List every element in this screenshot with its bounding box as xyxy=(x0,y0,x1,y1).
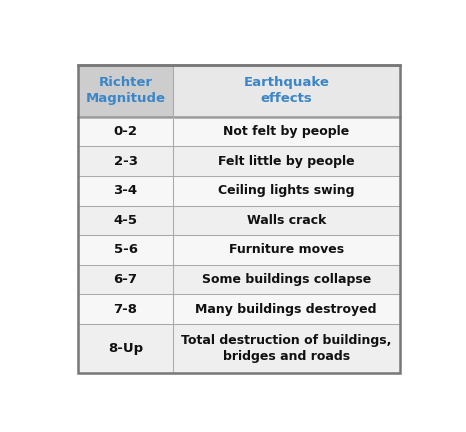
Text: Many buildings destroyed: Many buildings destroyed xyxy=(195,303,377,316)
Text: Furniture moves: Furniture moves xyxy=(229,244,344,257)
Bar xyxy=(78,65,399,373)
Text: Walls crack: Walls crack xyxy=(247,214,326,227)
Bar xyxy=(78,146,399,176)
Text: Felt little by people: Felt little by people xyxy=(218,155,355,168)
Text: Ceiling lights swing: Ceiling lights swing xyxy=(218,184,355,197)
Text: Richter
Magnitude: Richter Magnitude xyxy=(86,76,165,105)
Text: Total destruction of buildings,
bridges and roads: Total destruction of buildings, bridges … xyxy=(181,334,391,363)
Bar xyxy=(173,65,399,117)
Text: 4-5: 4-5 xyxy=(114,214,137,227)
Bar xyxy=(78,65,173,117)
Text: 6-7: 6-7 xyxy=(114,273,137,286)
Bar xyxy=(78,117,399,146)
Text: 8-Up: 8-Up xyxy=(108,342,143,355)
Bar xyxy=(78,294,399,324)
Text: 5-6: 5-6 xyxy=(114,244,137,257)
Text: Earthquake
effects: Earthquake effects xyxy=(243,76,329,105)
Bar xyxy=(78,235,399,265)
Text: 7-8: 7-8 xyxy=(114,303,137,316)
Text: 0-2: 0-2 xyxy=(114,125,137,138)
Bar xyxy=(78,324,399,373)
Bar xyxy=(78,265,399,294)
Text: 3-4: 3-4 xyxy=(113,184,137,197)
Bar xyxy=(78,65,399,373)
Bar xyxy=(78,176,399,206)
Text: 2-3: 2-3 xyxy=(114,155,137,168)
Text: Not felt by people: Not felt by people xyxy=(223,125,350,138)
Bar xyxy=(78,206,399,235)
Text: Some buildings collapse: Some buildings collapse xyxy=(202,273,371,286)
